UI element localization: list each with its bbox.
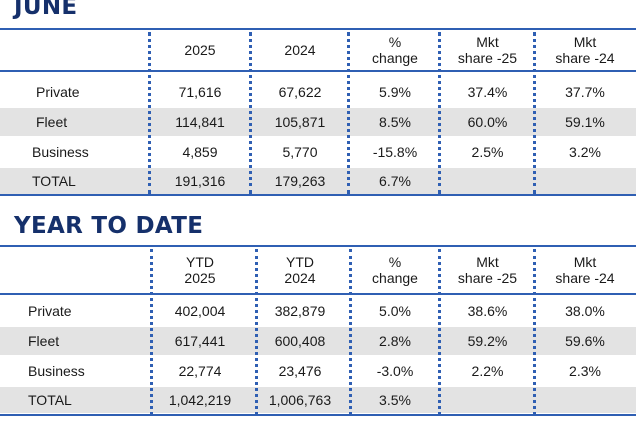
column-divider (438, 249, 441, 415)
cell-value: 8.5% (379, 114, 411, 130)
cell-value: -15.8% (372, 144, 418, 160)
cell-value: 3.5% (379, 392, 411, 408)
col-header-ytd-2025: YTD 2025 (184, 254, 216, 286)
cell-value: 2.2% (471, 363, 504, 379)
section-title-june: JUNE (14, 0, 78, 20)
table-row-total: TOTAL 191,316 179,263 6.7% (0, 168, 636, 194)
table-top-rule (0, 28, 636, 30)
row-label-fleet: Fleet (28, 333, 60, 349)
column-divider (150, 249, 153, 415)
cell-value: 38.0% (565, 303, 605, 319)
cell-value (535, 387, 635, 413)
column-divider (255, 249, 258, 415)
cell-value: 5,770 (282, 144, 318, 160)
column-divider (148, 32, 151, 194)
cell-value: 617,441 (174, 333, 226, 349)
row-label-fleet: Fleet (36, 114, 68, 130)
cell-value: 114,841 (175, 114, 225, 130)
cell-value: 37.4% (467, 84, 508, 100)
cell-value (440, 387, 535, 413)
cell-value: 382,879 (274, 303, 326, 319)
table-row: Business 22,774 23,476 -3.0% 2.2% 2.3% (0, 357, 636, 385)
cell-value: 3.2% (569, 144, 601, 160)
cell-value: 4,859 (182, 144, 218, 160)
cell-value: 105,871 (274, 114, 326, 130)
column-divider (533, 32, 536, 194)
cell-value (440, 168, 535, 194)
cell-value: 402,004 (174, 303, 226, 319)
cell-value: 59.1% (565, 114, 605, 130)
cell-value: 5.9% (379, 84, 411, 100)
table-row: Business 4,859 5,770 -15.8% 2.5% 3.2% (0, 138, 636, 166)
cell-value: -3.0% (376, 363, 414, 379)
cell-value: 60.0% (467, 114, 508, 130)
table-row: Private 71,616 67,622 5.9% 37.4% 37.7% (0, 78, 636, 106)
row-label-private: Private (36, 84, 80, 100)
cell-value: 59.2% (467, 333, 508, 349)
column-divider (438, 32, 441, 194)
table-bottom-rule (0, 194, 636, 196)
cell-value: 5.0% (379, 303, 411, 319)
col-header-mkt-share-25: Mkt share -25 (457, 254, 518, 286)
col-header-mkt-share-25: Mkt share -25 (457, 34, 518, 66)
table-row: Fleet 617,441 600,408 2.8% 59.2% 59.6% (0, 327, 636, 355)
cell-value: 6.7% (379, 173, 411, 189)
table-top-rule (0, 245, 636, 247)
row-label-business: Business (32, 144, 89, 160)
col-header-pct-change: % change (372, 34, 418, 66)
col-header-2025: 2025 (184, 42, 216, 58)
column-divider (349, 249, 352, 415)
col-header-2024: 2024 (284, 42, 316, 58)
cell-value (535, 168, 635, 194)
row-label-business: Business (28, 363, 85, 379)
cell-value: 37.7% (565, 84, 605, 100)
table-bottom-rule (0, 414, 636, 416)
header-row: 2025 2024 % change Mkt share -25 Mkt sha… (0, 30, 636, 70)
cell-value: 23,476 (278, 363, 322, 379)
cell-value: 1,042,219 (168, 392, 232, 408)
col-header-mkt-share-24: Mkt share -24 (555, 34, 615, 66)
header-row: YTD 2025 YTD 2024 % change Mkt share -25… (0, 247, 636, 293)
cell-value: 2.8% (379, 333, 411, 349)
cell-value: 22,774 (178, 363, 222, 379)
column-divider (347, 32, 350, 194)
cell-value: 59.6% (565, 333, 605, 349)
section-title-year-to-date: YEAR TO DATE (14, 213, 204, 239)
cell-value: 1,006,763 (268, 392, 332, 408)
column-divider (533, 249, 536, 415)
cell-value: 600,408 (274, 333, 326, 349)
col-header-ytd-2024: YTD 2024 (284, 254, 316, 286)
col-header-mkt-share-24: Mkt share -24 (555, 254, 615, 286)
row-label-total: TOTAL (28, 392, 72, 408)
table-row: Private 402,004 382,879 5.0% 38.6% 38.0% (0, 297, 636, 325)
table-row-total: TOTAL 1,042,219 1,006,763 3.5% (0, 387, 636, 413)
cell-value: 179,263 (274, 173, 326, 189)
row-label-private: Private (28, 303, 72, 319)
cell-value: 38.6% (467, 303, 508, 319)
table-row: Fleet 114,841 105,871 8.5% 60.0% 59.1% (0, 108, 636, 136)
header-bottom-rule (0, 293, 636, 295)
column-divider (249, 32, 252, 194)
cell-value: 2.3% (569, 363, 601, 379)
header-bottom-rule (0, 70, 636, 72)
col-header-pct-change: % change (372, 254, 418, 286)
cell-value: 2.5% (471, 144, 504, 160)
cell-value: 71,616 (178, 84, 222, 100)
cell-value: 67,622 (278, 84, 322, 100)
row-label-total: TOTAL (32, 173, 76, 189)
cell-value: 191,316 (174, 173, 226, 189)
